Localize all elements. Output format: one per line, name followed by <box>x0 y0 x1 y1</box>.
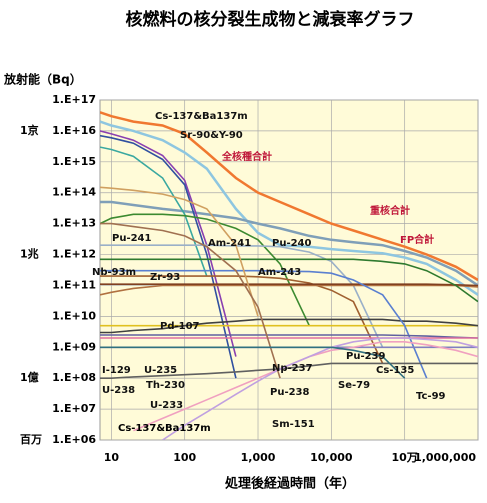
series-label: Zr-93 <box>150 272 180 283</box>
series-line <box>100 146 208 277</box>
y-unit-label: 1億 <box>20 370 39 384</box>
y-tick-label: 1.E+10 <box>52 309 96 322</box>
x-tick-label: 1,000 <box>241 451 276 464</box>
series-line <box>100 346 406 379</box>
y-tick-label: 1.E+08 <box>52 371 96 384</box>
series-line <box>162 337 478 440</box>
y-tick-label: 1.E+14 <box>52 186 96 199</box>
y-tick-label: 1.E+13 <box>52 217 96 230</box>
series-line <box>100 200 478 287</box>
y-tick-label: 1.E+15 <box>52 155 96 168</box>
y-tick-label: 1.E+11 <box>52 278 96 291</box>
x-tick-label: 10,000 <box>310 451 353 464</box>
series-label: 重核合計 <box>370 204 410 217</box>
x-tick-label: 10 <box>104 451 120 464</box>
y-tick-label: 1.E+17 <box>52 93 96 106</box>
y-tick-label: 1.E+16 <box>52 124 96 137</box>
series-label: Am-241 <box>208 238 251 249</box>
series-label: Sr-90&Y-90 <box>180 130 243 141</box>
x-axis-title: 処理後経過時間（年） <box>224 476 355 492</box>
chart-title: 核燃料の核分裂生成物と減衰率グラフ <box>126 9 415 30</box>
series-label: U-233 <box>150 400 183 411</box>
series-label: Sm-151 <box>272 419 315 430</box>
series-line <box>100 275 384 364</box>
x-tick-label: 10万 <box>392 451 418 464</box>
series-label: Pu-238 <box>270 387 310 398</box>
series-line <box>100 186 259 317</box>
y-unit-label: 百万 <box>20 433 42 446</box>
x-tick-label: 1,000,000 <box>414 451 476 464</box>
series-line <box>100 269 428 379</box>
series-line <box>100 283 478 287</box>
series-line <box>100 134 237 379</box>
y-tick-label: 1.E+07 <box>52 402 96 415</box>
series-label: Tc-99 <box>416 391 446 402</box>
series-line <box>100 284 478 296</box>
series-label: Pu-241 <box>112 233 152 244</box>
series-label: Pu-240 <box>272 238 312 249</box>
y-unit-label: 1京 <box>20 123 39 137</box>
series-label: U-238 <box>102 385 135 396</box>
series-label: 全核種合計 <box>221 150 272 163</box>
lines <box>100 111 478 440</box>
series-label: Cs-137&Ba137m <box>155 111 248 122</box>
series-line <box>100 120 478 296</box>
series-label: Am-243 <box>258 267 301 278</box>
series-label: FP合計 <box>400 233 434 246</box>
series-label: Nb-93m <box>92 267 136 278</box>
y-axis-title: 放射能（Bq） <box>3 72 82 87</box>
y-tick-label: 1.E+09 <box>52 340 96 353</box>
y-tick-label: 1.E+12 <box>52 248 96 261</box>
series-label: Se-79 <box>338 380 370 391</box>
series-label: I-129 <box>102 365 131 376</box>
y-unit-label: 1兆 <box>20 247 39 261</box>
y-tick-label: 1.E+06 <box>52 433 96 446</box>
series-label: U-235 <box>144 365 177 376</box>
series-line <box>100 222 281 379</box>
series-line <box>100 318 478 334</box>
annotation: Cs-137&Ba137m <box>118 423 211 434</box>
series-line <box>100 258 478 303</box>
series-label: Cs-135 <box>376 365 414 376</box>
series-line <box>100 111 478 282</box>
series-line <box>100 334 478 339</box>
series-label: Np-237 <box>272 363 313 374</box>
series-label: Th-230 <box>146 380 185 391</box>
series-label: Pu-239 <box>346 351 386 362</box>
series-label: Pd-107 <box>160 321 200 332</box>
series-line <box>100 213 311 327</box>
x-tick-label: 100 <box>173 451 196 464</box>
